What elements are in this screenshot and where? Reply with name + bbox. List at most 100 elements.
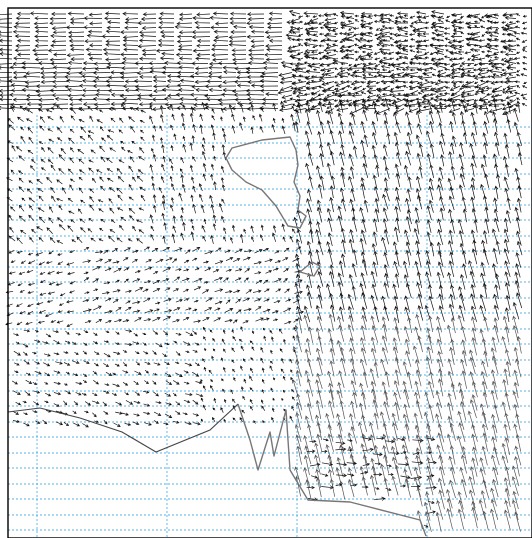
wind-vector (321, 449, 328, 453)
wind-vector (152, 380, 157, 385)
wind-vector (18, 215, 26, 222)
wind-vector (190, 194, 194, 202)
wind-vector (494, 67, 500, 71)
wind-vector (349, 358, 357, 376)
wind-vector (272, 102, 276, 112)
wind-vector (12, 70, 27, 75)
wind-vector (122, 35, 139, 40)
wind-vector (158, 20, 175, 25)
wind-vector (353, 69, 360, 73)
wind-vector (82, 259, 92, 263)
wind-vector (192, 203, 196, 214)
wind-vector (338, 324, 345, 342)
wind-vector (415, 188, 421, 201)
wind-vector (352, 249, 358, 265)
wind-vector (431, 21, 437, 25)
wind-vector (460, 358, 467, 375)
wind-vector (504, 89, 517, 94)
wind-vector (200, 204, 205, 214)
wind-vector (122, 370, 129, 374)
wind-vector (465, 21, 472, 25)
wind-vector (317, 130, 322, 145)
wind-vector (202, 235, 207, 242)
wind-vector (164, 361, 170, 365)
wind-vector (366, 51, 374, 56)
wind-vector (437, 228, 444, 245)
wind-vector (240, 326, 244, 332)
wind-vector (341, 87, 346, 90)
wind-vector (457, 103, 465, 107)
wind-vector (30, 165, 35, 171)
wind-vector (422, 97, 430, 101)
wind-vector (264, 52, 283, 57)
wind-vector (279, 348, 283, 353)
wind-vector (383, 477, 390, 497)
wind-vector (92, 70, 111, 75)
wind-vector (286, 48, 301, 53)
wind-vector (332, 49, 339, 53)
wind-vector (35, 84, 55, 89)
wind-vector (218, 61, 237, 66)
wind-vector (501, 442, 509, 464)
wind-vector (521, 39, 528, 43)
wind-vector (23, 329, 31, 333)
wind-vector (373, 20, 381, 24)
wind-vector (436, 315, 443, 333)
wind-vector (34, 34, 49, 39)
wind-vector (451, 69, 458, 73)
wind-vector (231, 347, 235, 353)
wind-vector (329, 196, 334, 213)
wind-vector (204, 105, 223, 110)
wind-vector (394, 401, 400, 421)
wind-vector (364, 106, 377, 111)
wind-vector (0, 88, 13, 94)
wind-vector (254, 298, 262, 302)
graticule (8, 115, 532, 538)
wind-vector (148, 61, 167, 66)
wind-vector (291, 21, 297, 25)
wind-vector (416, 44, 422, 48)
wind-vector (0, 13, 13, 15)
wind-vector (107, 88, 125, 93)
wind-vector (107, 20, 121, 25)
wind-vector (306, 378, 314, 397)
wind-vector (422, 105, 430, 109)
wind-vector (84, 320, 92, 324)
wind-vector (56, 320, 64, 324)
wind-vector (321, 38, 337, 43)
wind-vector (339, 39, 346, 43)
wind-vector (395, 217, 400, 234)
wind-vector (214, 300, 223, 305)
wind-vector (435, 390, 443, 409)
wind-vector (69, 128, 75, 133)
wind-vector (161, 212, 165, 221)
wind-vector (39, 292, 47, 296)
wind-vector (295, 434, 303, 455)
wind-vector (414, 326, 421, 344)
wind-vector (114, 363, 120, 367)
wind-vector (203, 260, 210, 264)
wind-vector (49, 16, 67, 21)
wind-vector (173, 133, 177, 141)
wind-vector (292, 31, 297, 35)
wind-vector (139, 74, 153, 79)
wind-vector (354, 99, 360, 103)
wind-vector (345, 56, 353, 60)
wind-vector (293, 85, 307, 91)
wind-vector (84, 39, 103, 44)
wind-vector (361, 414, 368, 432)
wind-vector (371, 465, 378, 485)
wind-vector (404, 455, 412, 476)
wind-vector (294, 279, 303, 284)
wind-vector (368, 87, 374, 90)
wind-vector (180, 206, 184, 214)
wind-vector (9, 92, 27, 97)
wind-vector (361, 50, 367, 54)
wind-vector (18, 204, 25, 212)
wind-vector (449, 251, 454, 266)
wind-vector (458, 286, 464, 301)
wind-vector (21, 61, 41, 66)
wind-vector (297, 67, 304, 71)
wind-vector (486, 49, 493, 53)
wind-vector (47, 116, 54, 121)
